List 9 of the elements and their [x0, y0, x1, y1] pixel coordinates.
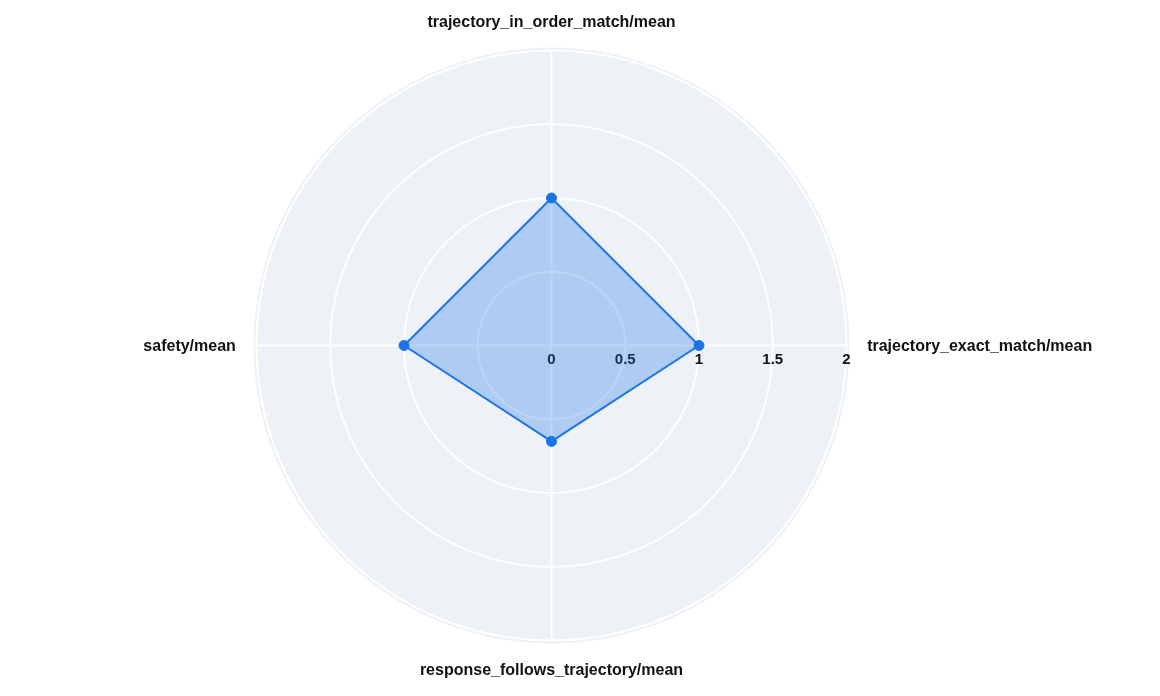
spoke-label: trajectory_exact_match/mean [867, 337, 1093, 354]
spoke-label: response_follows_trajectory/mean [419, 661, 684, 679]
y-tick-label: 2 [842, 350, 851, 368]
y-tick-label: 1.5 [762, 350, 784, 368]
spoke-label: safety/mean [143, 337, 236, 354]
y-tick-label: 0 [547, 350, 556, 368]
y-tick-label: 1 [694, 350, 704, 368]
spoke-label: trajectory_in_order_match/mean [427, 12, 676, 30]
y-tick-label: 0.5 [614, 350, 636, 368]
